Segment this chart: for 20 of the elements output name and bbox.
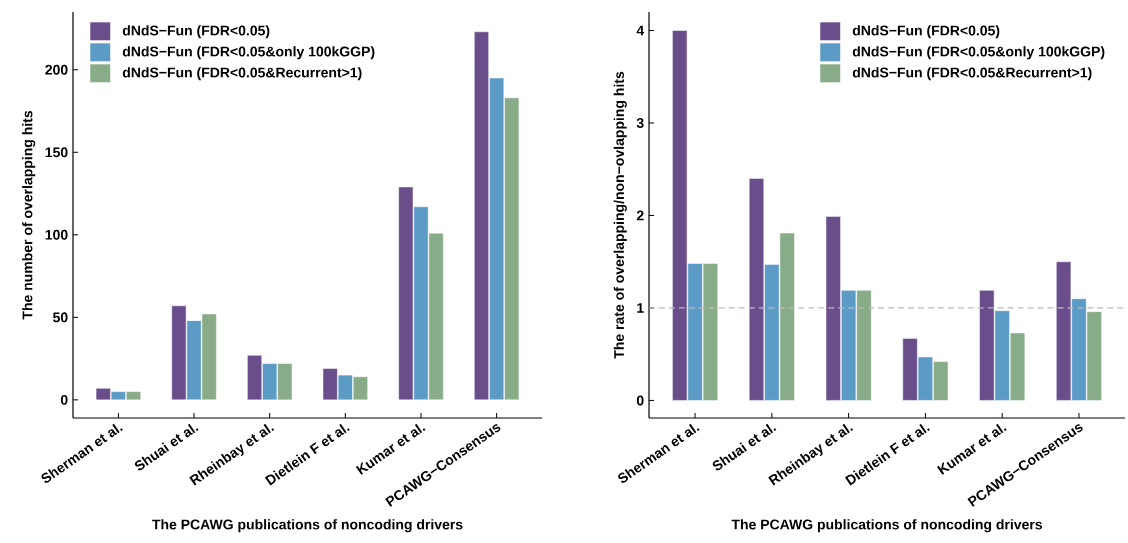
legend-label: dNdS−Fun (FDR<0.05&Recurrent>1) bbox=[852, 67, 1092, 81]
legend-label: dNdS−Fun (FDR<0.05&only 100kGGP) bbox=[852, 46, 1105, 60]
y-tick-label: 2 bbox=[636, 210, 644, 221]
y-tick-label: 50 bbox=[53, 312, 68, 323]
y-tick-label: 0 bbox=[60, 394, 68, 405]
legend-label: dNdS−Fun (FDR<0.05) bbox=[852, 25, 1000, 39]
y-axis-title: The number of overlapping hits bbox=[22, 110, 36, 320]
legend-label: dNdS−Fun (FDR<0.05&only 100kGGP) bbox=[122, 46, 375, 60]
x-axis-title: The PCAWG publications of noncoding drivers bbox=[731, 519, 1043, 533]
y-tick-label: 100 bbox=[45, 229, 68, 240]
y-tick-label: 3 bbox=[636, 118, 644, 128]
x-axis-title: The PCAWG publications of noncoding drivers bbox=[152, 519, 463, 533]
y-tick-label: 200 bbox=[45, 64, 68, 75]
y-tick-label: 150 bbox=[45, 147, 68, 158]
legend-label: dNdS−Fun (FDR<0.05&Recurrent>1) bbox=[122, 67, 362, 81]
y-tick-label: 4 bbox=[636, 25, 645, 36]
y-axis-title: The rate of overlapping/non−ovlapping hits bbox=[613, 71, 627, 359]
y-tick-label: 0 bbox=[636, 395, 644, 406]
legend-label: dNdS−Fun (FDR<0.05) bbox=[122, 25, 270, 39]
y-tick-label: 1 bbox=[637, 303, 644, 313]
